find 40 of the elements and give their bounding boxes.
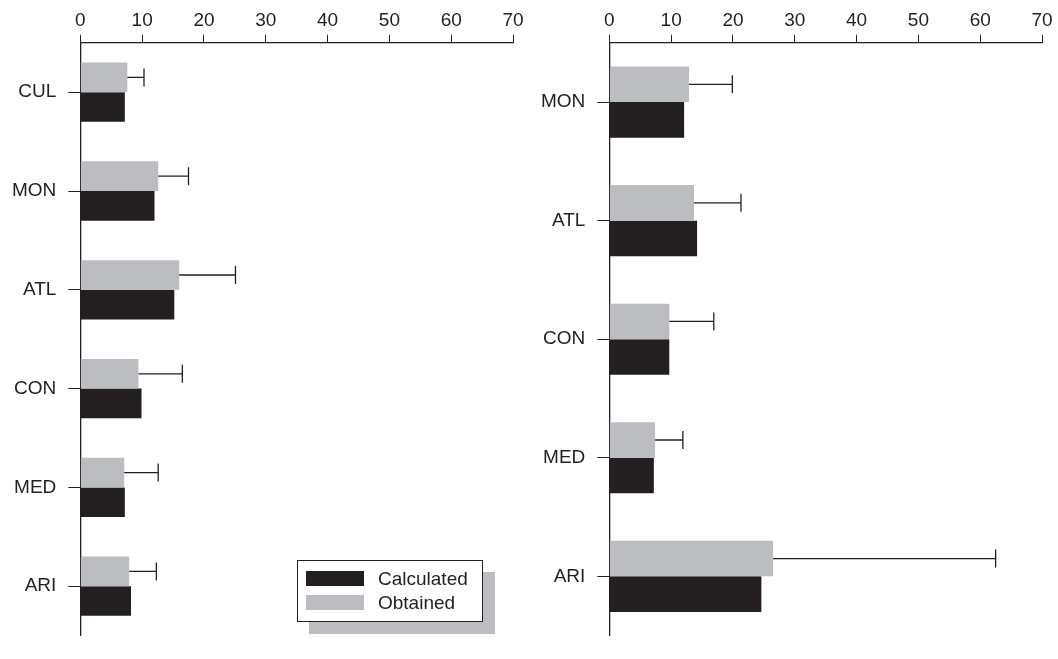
bar [609,422,656,458]
x-tick-label: 10 [660,8,682,30]
bar [609,185,695,221]
y-tick-label: MED [14,475,57,497]
x-tick-label: 40 [846,8,868,30]
x-tick-label: 0 [75,8,86,30]
bar [80,358,139,389]
legend-label: Calculated [378,567,468,590]
bar [80,161,159,191]
x-tick-label: 50 [378,8,400,30]
x-tick-label: 60 [440,8,462,30]
y-tick-label: CON [14,376,57,398]
bar [80,556,130,587]
bar [80,260,180,290]
y-tick-label: CUL [18,80,57,102]
legend-label: Obtained [378,591,456,614]
bar [609,540,774,577]
x-tick-label: 20 [722,8,744,30]
bar [609,303,670,340]
x-tick-label: 50 [907,8,929,30]
y-tick-label: ATL [22,278,57,300]
x-tick-label: 10 [131,8,153,30]
x-tick-label: 20 [193,8,215,30]
y-tick-label: MED [543,445,586,467]
x-tick-label: 40 [317,8,339,30]
x-tick-label: 70 [1031,8,1053,30]
bar [80,62,128,93]
y-tick-label: MON [12,179,57,201]
y-tick-label: CON [543,327,586,349]
x-tick-label: 30 [784,8,806,30]
y-tick-label: ARI [553,564,586,586]
x-tick-label: 30 [255,8,277,30]
y-tick-label: ATL [551,208,586,230]
x-tick-label: 70 [502,8,524,30]
x-tick-label: 60 [969,8,991,30]
bar [80,457,125,488]
x-tick-label: 0 [604,8,615,30]
y-tick-label: MON [541,90,586,112]
y-tick-label: ARI [24,574,57,596]
bar [609,66,690,103]
